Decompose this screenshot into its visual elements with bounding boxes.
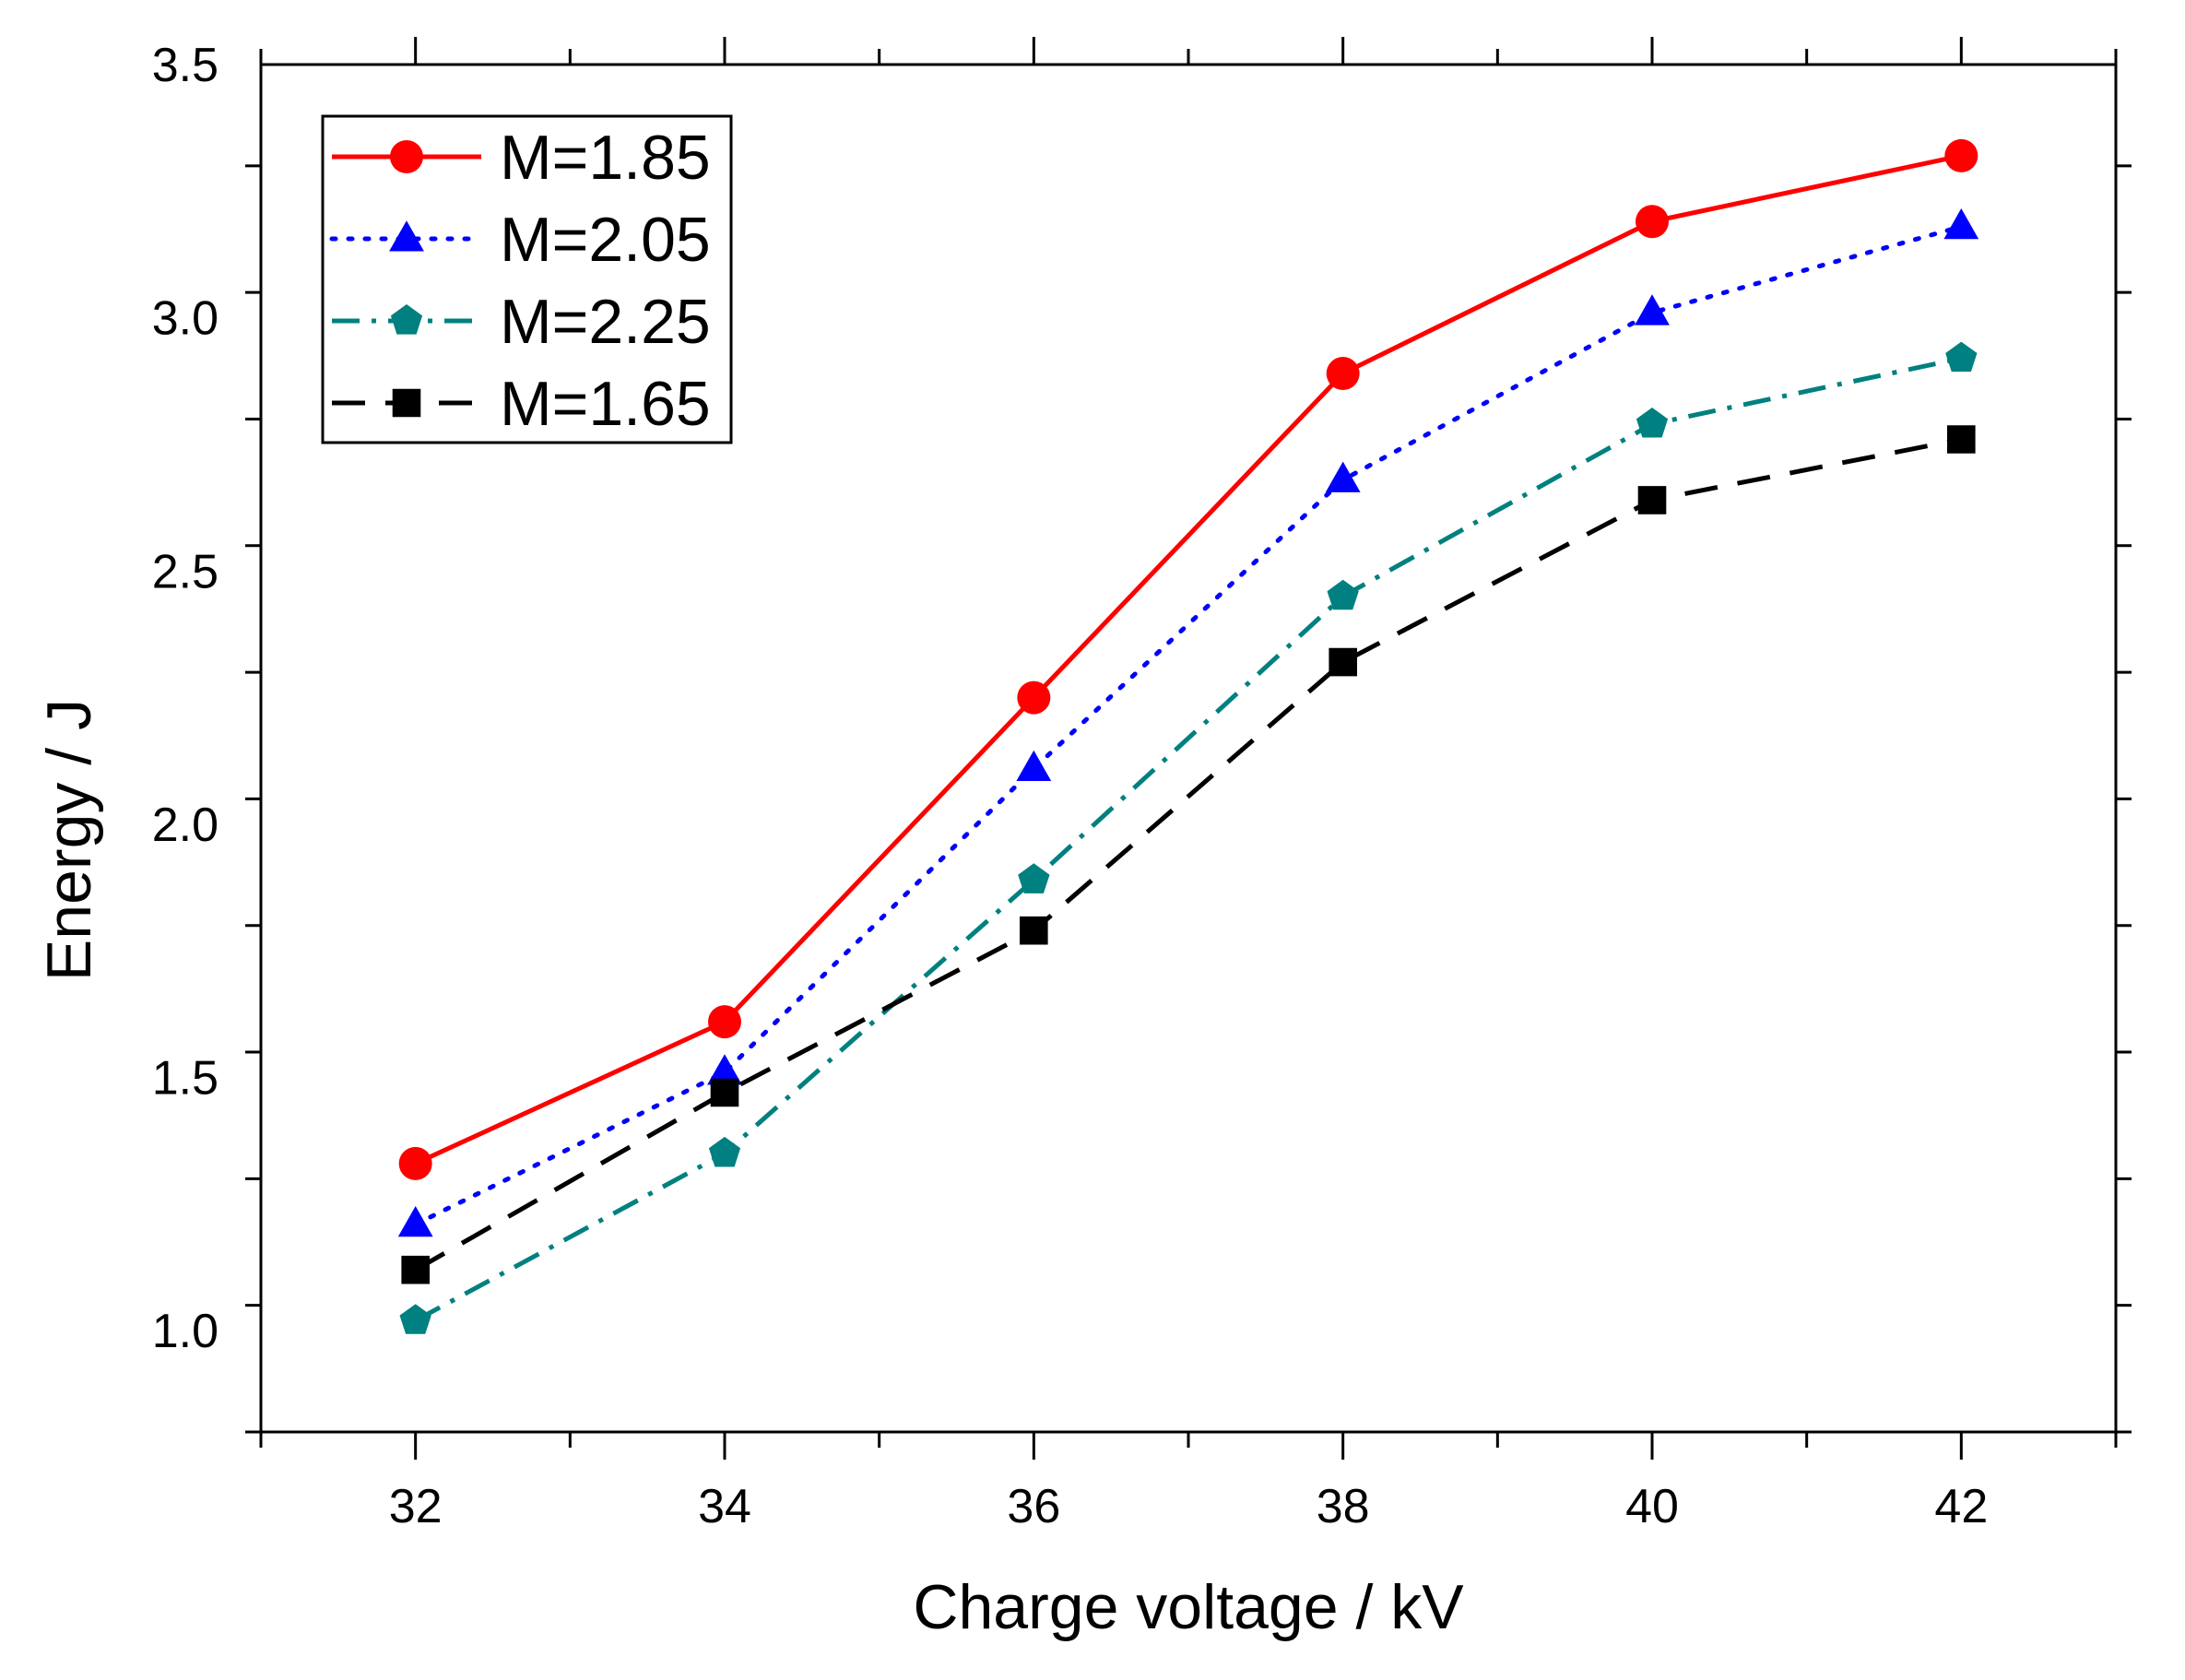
data-point-m-2-25 (1327, 579, 1359, 610)
series-m-1-85 (398, 138, 1978, 1180)
data-point-m-1-85 (1017, 680, 1051, 715)
data-point-m-1-65 (710, 1078, 739, 1107)
legend-label-m-1-85: M=1.85 (500, 123, 711, 193)
data-point-m-1-85 (1944, 138, 1978, 172)
x-tick-label: 34 (698, 1480, 751, 1533)
data-point-m-2-05 (707, 1054, 742, 1085)
series-m-2-05 (397, 208, 1979, 1237)
y-tick-label: 2.5 (152, 545, 218, 598)
legend-box (321, 114, 733, 444)
series-line-m-2-25 (414, 356, 1962, 1323)
data-point-m-1-65 (401, 1255, 430, 1284)
data-point-m-2-05 (1635, 294, 1670, 325)
series-layer (397, 138, 1979, 1334)
data-point-m-1-65 (1947, 425, 1976, 454)
data-point-m-2-25 (399, 1304, 431, 1334)
y-tick-label: 3.0 (152, 292, 218, 346)
legend-marker-m-1-85 (390, 140, 423, 173)
legend-label-m-2-05: M=2.05 (500, 205, 711, 275)
series-line-m-1-65 (414, 437, 1962, 1272)
legend-label-m-1-65: M=1.65 (500, 369, 711, 439)
x-tick-label: 40 (1625, 1480, 1679, 1533)
data-point-m-2-05 (397, 1206, 433, 1237)
series-line-m-2-05 (413, 224, 1964, 1227)
x-tick-label: 32 (389, 1480, 443, 1533)
data-point-m-1-65 (1020, 916, 1048, 945)
data-point-m-2-25 (1018, 863, 1050, 893)
legend: M=1.85 M=2.05 M=2.25 M=1.65 (321, 114, 733, 444)
data-point-m-1-85 (1636, 205, 1669, 239)
series-m-2-25 (399, 341, 1978, 1334)
y-tick-label: 1.0 (152, 1305, 218, 1358)
y-tick-label: 1.5 (152, 1052, 218, 1106)
x-axis-ticks: 32 34 36 38 40 42 (259, 37, 2118, 1533)
data-point-m-2-05 (1325, 461, 1361, 492)
series-m-1-65 (401, 425, 1976, 1284)
data-point-m-1-85 (398, 1146, 432, 1180)
y-tick-label: 3.5 (152, 39, 218, 92)
legend-marker-m-1-65 (392, 388, 421, 418)
data-point-m-1-85 (1326, 357, 1360, 391)
x-tick-label: 38 (1317, 1480, 1370, 1533)
x-tick-label: 42 (1934, 1480, 1988, 1533)
y-tick-label: 2.0 (152, 799, 218, 852)
data-point-m-2-25 (1636, 408, 1669, 438)
legend-label-m-2-25: M=2.25 (500, 287, 711, 357)
data-point-m-2-05 (1943, 208, 1979, 240)
y-axis-ticks: 1.0 1.5 2.0 2.5 3.0 3.5 (152, 39, 2132, 1434)
legend-marker-m-2-05 (389, 220, 424, 252)
x-axis-title: Charge voltage / kV (913, 1572, 1464, 1642)
legend-marker-m-2-25 (390, 304, 423, 335)
data-point-m-1-85 (708, 1005, 741, 1039)
data-point-m-1-65 (1329, 647, 1357, 677)
series-line-m-1-85 (414, 153, 1962, 1166)
x-tick-label: 36 (1007, 1480, 1060, 1533)
data-point-m-1-65 (1637, 486, 1667, 515)
data-point-m-2-25 (708, 1136, 741, 1167)
data-point-m-2-05 (1016, 750, 1052, 781)
y-axis-title: Energy / J (34, 699, 104, 981)
data-point-m-2-25 (1945, 341, 1978, 373)
